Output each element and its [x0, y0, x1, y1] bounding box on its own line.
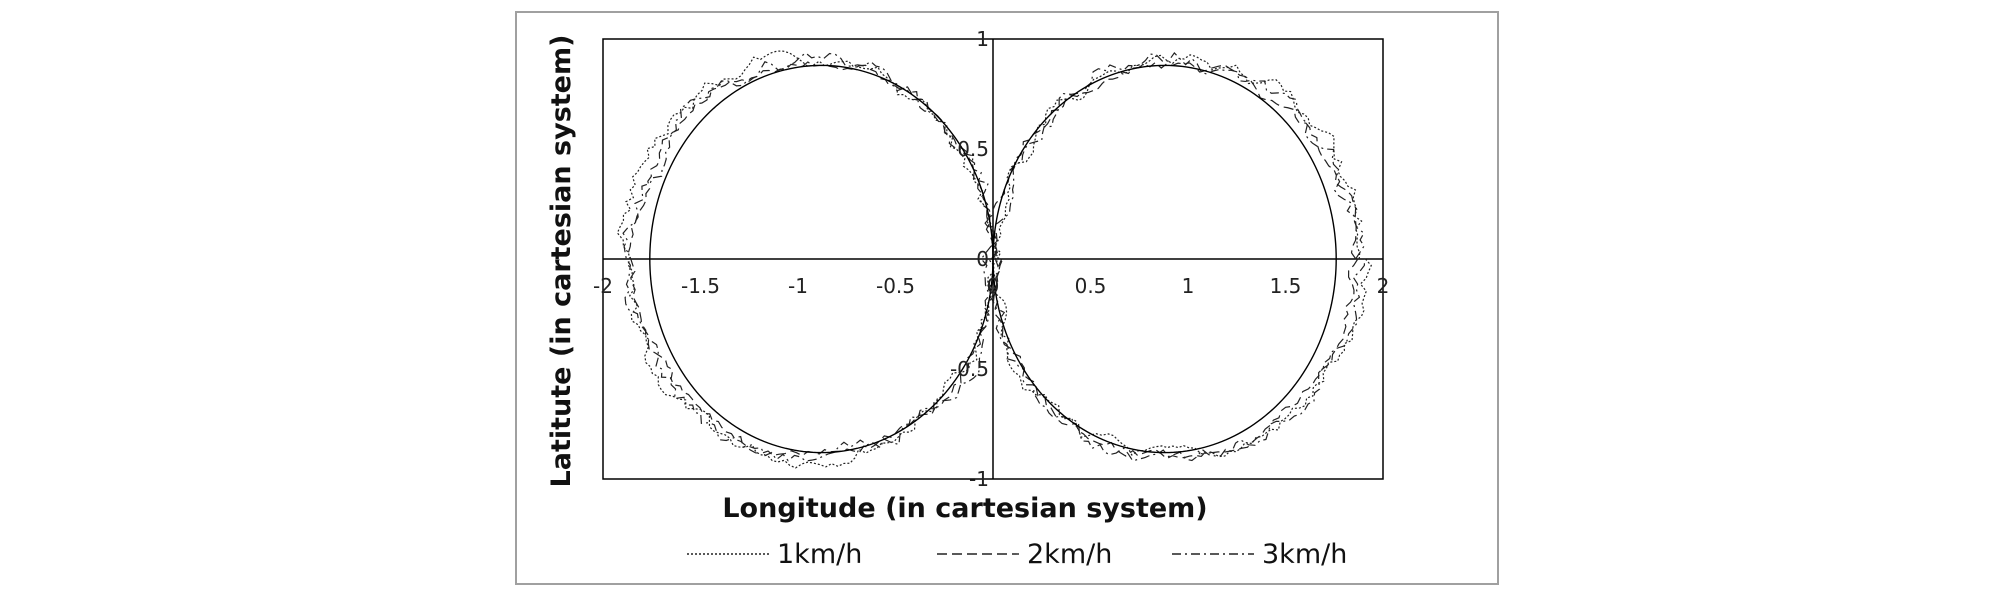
legend-label: 2km/h — [1027, 539, 1112, 570]
x-tick-label: 0 — [987, 274, 1000, 298]
chart-svg: -2 -1.5 -1 -0.5 0 0.5 1 1.5 2 1 0.5 0 -0.5 -1 Longit… — [546, 27, 1389, 570]
x-tick-label: 0.5 — [1075, 274, 1107, 298]
x-tick-labels: -2 -1.5 -1 -0.5 0 0.5 1 1.5 2 — [593, 274, 1389, 298]
y-tick-label: 0 — [976, 247, 989, 271]
y-tick-label: -0.5 — [950, 357, 989, 381]
legend-label: 3km/h — [1262, 539, 1347, 570]
legend: 1km/h 2km/h 3km/h — [687, 539, 1347, 570]
y-tick-label: 0.5 — [957, 137, 989, 161]
chart-frame: -2 -1.5 -1 -0.5 0 0.5 1 1.5 2 1 0.5 0 -0.5 -1 Longit… — [515, 11, 1499, 585]
legend-label: 1km/h — [777, 539, 862, 570]
x-tick-label: 1.5 — [1270, 274, 1302, 298]
legend-item-1km/h: 1km/h — [687, 539, 862, 570]
series-2km/h-left-loop — [627, 61, 1003, 457]
series-2km/h-right-loop — [989, 61, 1359, 460]
x-tick-label: -1 — [788, 274, 808, 298]
legend-item-2km/h: 2km/h — [937, 539, 1112, 570]
y-tick-label: 1 — [976, 27, 989, 51]
x-axis-title: Longitude (in cartesian system) — [722, 493, 1207, 524]
reference-curve — [649, 64, 1337, 454]
x-tick-label: -0.5 — [876, 274, 915, 298]
y-tick-labels: 1 0.5 0 -0.5 -1 — [950, 27, 989, 491]
x-tick-label: 1 — [1182, 274, 1195, 298]
x-tick-label: -1.5 — [681, 274, 720, 298]
reference-circle-left — [649, 64, 994, 454]
reference-circle-right — [992, 64, 1337, 454]
series-3km/h-right-loop — [980, 52, 1366, 462]
y-tick-label: -1 — [969, 467, 989, 491]
y-axis-title: Latitute (in cartesian system) — [546, 35, 577, 488]
legend-item-3km/h: 3km/h — [1172, 539, 1347, 570]
x-tick-label: -2 — [593, 274, 613, 298]
series-1km/h-right-loop — [989, 54, 1372, 458]
x-tick-label: 2 — [1377, 274, 1390, 298]
